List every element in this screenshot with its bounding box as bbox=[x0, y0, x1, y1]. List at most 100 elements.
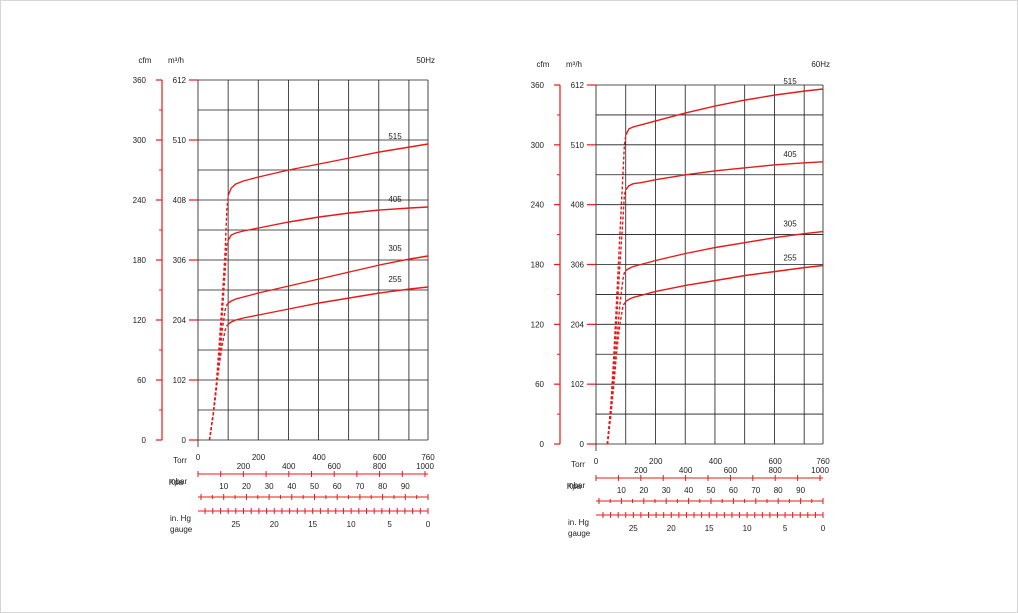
chart2-cfm-tick-label: 240 bbox=[531, 201, 545, 210]
chart1-series-label-405: 405 bbox=[388, 195, 402, 204]
chart1-kpa-tick-label: 50 bbox=[310, 482, 319, 491]
chart1-cfm-tick-label: 60 bbox=[137, 376, 146, 385]
chart2-kpa-tick-label: 40 bbox=[684, 486, 693, 495]
chart1-torr-tick-label: 0 bbox=[196, 453, 201, 462]
chart1-series-405-line bbox=[227, 206, 429, 241]
chart2-torr-label: Torr bbox=[571, 460, 585, 469]
chart1-inhg-tick-label: 0 bbox=[426, 520, 431, 529]
chart1-inhg-tick-label: 25 bbox=[231, 520, 240, 529]
chart2-m3h-tick-label: 0 bbox=[580, 440, 585, 449]
chart1-series-305-dashed bbox=[208, 302, 229, 441]
chart2-inhg-tick-label: 20 bbox=[667, 524, 676, 533]
chart1-cfm-tick-label: 180 bbox=[133, 256, 147, 265]
chart1-inhg-tick-label: 5 bbox=[387, 520, 392, 529]
chart1-mbar-tick-label: 800 bbox=[373, 462, 387, 471]
chart1-kpa-tick-label: 10 bbox=[219, 482, 228, 491]
chart2-series-405-line bbox=[625, 161, 824, 191]
chart2-series-label-255: 255 bbox=[783, 253, 797, 262]
chart2-m3h-tick-label: 306 bbox=[571, 261, 585, 270]
chart2-torr-tick-label: 400 bbox=[709, 457, 723, 466]
chart1-mbar-tick-label: 200 bbox=[237, 462, 251, 471]
chart1-m3h-tick-label: 408 bbox=[173, 196, 187, 205]
chart2-torr-tick-label: 600 bbox=[769, 457, 783, 466]
chart1-series-label-255: 255 bbox=[388, 275, 402, 284]
chart1-torr-tick-label: 200 bbox=[252, 453, 266, 462]
chart1-m3h-tick-label: 204 bbox=[173, 316, 187, 325]
chart2-series-label-305: 305 bbox=[783, 220, 797, 229]
chart1-kpa-tick-label: 20 bbox=[242, 482, 251, 491]
chart1-cfm-tick-label: 120 bbox=[133, 316, 147, 325]
chart1-m3h-tick-label: 612 bbox=[173, 76, 187, 85]
chart2-series-515-line bbox=[625, 88, 824, 136]
chart1-kpa-tick-label: 40 bbox=[287, 482, 296, 491]
chart2-series-255-dashed bbox=[606, 300, 627, 445]
chart2-kpa-tick-label: 50 bbox=[707, 486, 716, 495]
chart1-series-255-dashed bbox=[208, 323, 229, 441]
chart1-m3h-unit-label: m³/h bbox=[168, 56, 184, 65]
chart2-m3h-tick-label: 102 bbox=[571, 380, 585, 389]
chart2-m3h-tick-label: 408 bbox=[571, 201, 585, 210]
chart1-mbar-label: mbar bbox=[169, 477, 188, 486]
chart2-kpa-tick-label: 10 bbox=[617, 486, 626, 495]
chart2-cfm-tick-label: 360 bbox=[531, 81, 545, 90]
chart1-cfm-tick-label: 240 bbox=[133, 196, 147, 205]
chart1-cfm-unit-label: cfm bbox=[139, 56, 152, 65]
chart2-kpa-tick-label: 70 bbox=[751, 486, 760, 495]
chart2-inhg-tick-label: 25 bbox=[629, 524, 638, 533]
chart2-torr-tick-label: 200 bbox=[649, 457, 663, 466]
chart1-series-405-dashed bbox=[208, 239, 229, 441]
chart1-series-label-305: 305 bbox=[388, 244, 402, 253]
chart1-torr-tick-label: 760 bbox=[421, 453, 435, 462]
chart2-gauge-label: gauge bbox=[568, 529, 591, 538]
chart2-kpa-tick-label: 20 bbox=[639, 486, 648, 495]
chart2-series-405-dashed bbox=[606, 189, 627, 445]
chart2-series-305-line bbox=[625, 230, 824, 272]
chart2-inhg-tick-label: 10 bbox=[743, 524, 752, 533]
chart1-inhg-tick-label: 15 bbox=[308, 520, 317, 529]
chart2-torr-tick-label: 760 bbox=[816, 457, 830, 466]
chart1-torr-tick-label: 400 bbox=[312, 453, 326, 462]
chart2-cfm-unit-label: cfm bbox=[537, 60, 550, 69]
chart2-mbar-label: mbar bbox=[567, 481, 586, 490]
chart2-series-255-line bbox=[625, 264, 824, 302]
chart2-m3h-tick-label: 612 bbox=[571, 81, 585, 90]
chart2-inhg-label: in. Hg bbox=[568, 518, 589, 527]
chart1-m3h-tick-label: 102 bbox=[173, 376, 187, 385]
chart2-series-label-515: 515 bbox=[783, 77, 797, 86]
chart1-series-515-line bbox=[227, 143, 429, 196]
chart2-cfm-tick-label: 300 bbox=[531, 141, 545, 150]
chart1-kpa-tick-label: 90 bbox=[401, 482, 410, 491]
chart1-torr-label: Torr bbox=[173, 456, 187, 465]
chart2-cfm-tick-label: 120 bbox=[531, 320, 545, 329]
chart2-cfm-tick-label: 0 bbox=[540, 440, 545, 449]
chart1-series-255-line bbox=[227, 286, 429, 325]
chart2-torr-tick-label: 0 bbox=[594, 457, 599, 466]
chart1-title: 50Hz bbox=[416, 56, 435, 65]
chart1-inhg-label: in. Hg bbox=[170, 514, 191, 523]
chart2-cfm-tick-label: 180 bbox=[531, 261, 545, 270]
chart1-kpa-tick-label: 70 bbox=[355, 482, 364, 491]
chart1-torr-tick-label: 600 bbox=[373, 453, 387, 462]
chart1-series-305-line bbox=[227, 255, 429, 304]
chart1-series-515-dashed bbox=[208, 194, 229, 441]
chart1-mbar-tick-label: 600 bbox=[328, 462, 342, 471]
chart2-inhg-tick-label: 15 bbox=[705, 524, 714, 533]
chart2-kpa-tick-label: 30 bbox=[662, 486, 671, 495]
chart1-cfm-tick-label: 0 bbox=[142, 436, 147, 445]
chart1-inhg-tick-label: 20 bbox=[270, 520, 279, 529]
chart2-kpa-tick-label: 80 bbox=[774, 486, 783, 495]
chart1-cfm-tick-label: 300 bbox=[133, 136, 147, 145]
chart1-m3h-tick-label: 306 bbox=[173, 256, 187, 265]
chart2-m3h-tick-label: 510 bbox=[571, 141, 585, 150]
chart1-mbar-tick-label: 400 bbox=[282, 462, 296, 471]
chart2-series-label-405: 405 bbox=[783, 150, 797, 159]
chart2-series-515-dashed bbox=[606, 134, 627, 445]
chart2-inhg-tick-label: 5 bbox=[783, 524, 788, 533]
chart2-mbar-tick-label: 600 bbox=[724, 466, 738, 475]
chart2-title: 60Hz bbox=[811, 60, 830, 69]
chart1-kpa-tick-label: 60 bbox=[333, 482, 342, 491]
chart2-kpa-tick-label: 90 bbox=[796, 486, 805, 495]
chart1-kpa-tick-label: 80 bbox=[378, 482, 387, 491]
chart2-mbar-tick-label: 800 bbox=[769, 466, 783, 475]
